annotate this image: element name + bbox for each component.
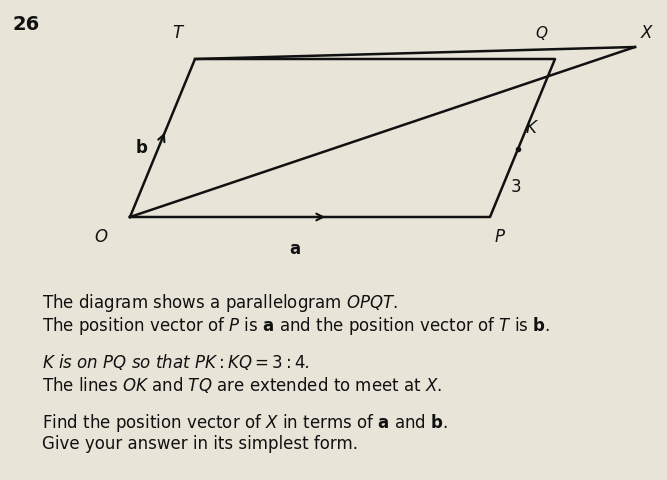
Text: $Q$: $Q$ [535,24,548,42]
Text: The diagram shows a parallelogram $OPQT$.: The diagram shows a parallelogram $OPQT$… [42,291,398,313]
Text: $T$: $T$ [172,24,185,42]
Text: The lines $OK$ and $TQ$ are extended to meet at $X$.: The lines $OK$ and $TQ$ are extended to … [42,374,442,394]
Text: Find the position vector of $X$ in terms of $\mathbf{a}$ and $\mathbf{b}$.: Find the position vector of $X$ in terms… [42,411,448,433]
Text: $K$ is on $PQ$ so that $PK : KQ = 3 : 4$.: $K$ is on $PQ$ so that $PK : KQ = 3 : 4$… [42,351,310,371]
Text: $O$: $O$ [93,228,108,245]
Text: $P$: $P$ [494,228,506,245]
Text: $3$: $3$ [510,178,521,195]
Text: $K$: $K$ [525,119,539,137]
Text: Give your answer in its simplest form.: Give your answer in its simplest form. [42,434,358,452]
Text: $\mathbf{a}$: $\mathbf{a}$ [289,240,301,257]
Text: 26: 26 [12,15,39,34]
Text: The position vector of $P$ is $\mathbf{a}$ and the position vector of $T$ is $\m: The position vector of $P$ is $\mathbf{a… [42,314,550,336]
Text: $\mathbf{b}$: $\mathbf{b}$ [135,139,148,156]
Text: $X$: $X$ [640,24,654,42]
